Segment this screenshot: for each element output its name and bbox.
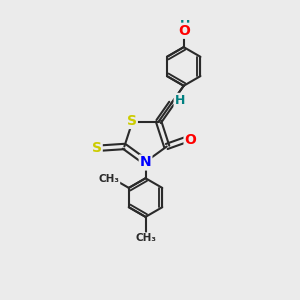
Text: H: H xyxy=(175,94,185,107)
Text: N: N xyxy=(140,155,152,170)
Text: S: S xyxy=(127,114,137,128)
Text: O: O xyxy=(184,133,196,147)
Text: CH₃: CH₃ xyxy=(135,233,156,243)
Text: H: H xyxy=(180,19,190,32)
Text: CH₃: CH₃ xyxy=(98,174,119,184)
Text: O: O xyxy=(178,24,190,38)
Text: S: S xyxy=(92,141,102,155)
